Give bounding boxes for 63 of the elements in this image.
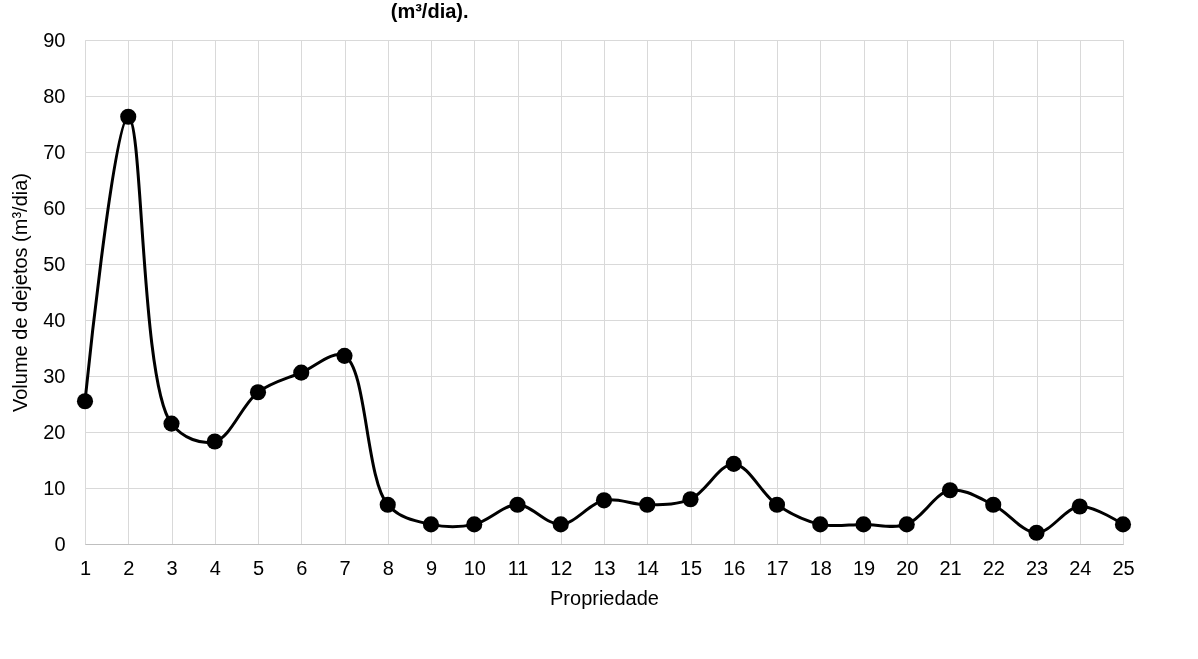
x-tick-label: 22 (982, 556, 1005, 579)
x-tick-label: 4 (209, 556, 221, 579)
point (336, 347, 353, 364)
point (466, 516, 483, 533)
x-tick-label: 23 (1025, 556, 1049, 579)
x-tick-label: 14 (636, 556, 659, 579)
x-tick-label: 13 (593, 556, 616, 579)
x-tick-label: 21 (939, 556, 962, 579)
y-tick-label: 20 (43, 420, 66, 443)
point (76, 393, 94, 410)
x-tick-label: 15 (679, 556, 703, 579)
y-tick-label: 90 (43, 28, 66, 51)
y-tick-label: 0 (54, 532, 66, 555)
point (898, 516, 915, 533)
y-axis-title: Volume de dejetos (m³/dia) (9, 172, 32, 413)
point (206, 433, 223, 450)
point (639, 496, 656, 513)
x-tick-label: 8 (382, 556, 394, 579)
y-tick-label: 50 (43, 252, 66, 275)
y-tick-label: 60 (43, 196, 66, 219)
point (725, 455, 742, 472)
point (552, 516, 569, 533)
chart-title: (m³/dia). (390, 0, 469, 22)
x-tick-label: 19 (852, 556, 876, 579)
point (595, 492, 613, 509)
point (768, 496, 786, 513)
y-tick-label: 70 (43, 140, 66, 163)
point (985, 496, 1002, 513)
point (422, 516, 440, 533)
x-tick-label: 24 (1069, 556, 1092, 579)
x-tick-label: 17 (766, 556, 789, 579)
y-tick-label: 80 (43, 84, 66, 107)
x-tick-label: 7 (339, 556, 351, 579)
x-axis-title: Propriedade (550, 586, 659, 609)
x-tick-label: 25 (1112, 556, 1135, 579)
point (941, 482, 959, 499)
y-tick-label: 40 (43, 308, 66, 331)
point (249, 384, 267, 401)
x-tick-label: 6 (296, 556, 308, 579)
x-tick-label: 11 (507, 556, 529, 579)
x-tick-label: 18 (809, 556, 832, 579)
point (509, 496, 526, 513)
point (293, 364, 310, 381)
x-tick-label: 5 (252, 556, 265, 579)
x-tick-label: 3 (166, 556, 178, 579)
y-tick-label: 30 (43, 364, 66, 387)
point (682, 491, 699, 508)
point (1071, 498, 1088, 515)
point (163, 415, 180, 432)
y-tick-label: 10 (43, 476, 66, 499)
point (1028, 524, 1045, 541)
x-tick-label: 16 (723, 556, 746, 579)
x-tick-label: 9 (425, 556, 438, 579)
x-tick-label: 20 (896, 556, 919, 579)
x-tick-label: 1 (79, 556, 92, 579)
x-tick-label: 10 (463, 556, 486, 579)
x-tick-label: 2 (123, 556, 135, 579)
point (120, 108, 137, 125)
point (855, 516, 872, 533)
point (1114, 516, 1132, 533)
point (812, 516, 829, 533)
point (379, 496, 396, 513)
x-tick-label: 12 (550, 556, 573, 579)
